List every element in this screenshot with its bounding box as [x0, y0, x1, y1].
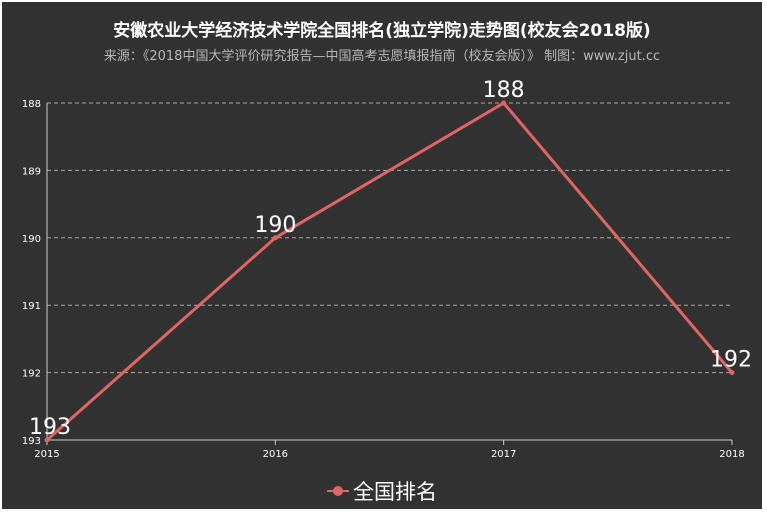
data-point — [729, 370, 735, 376]
data-label: 188 — [483, 78, 525, 103]
data-point — [501, 100, 507, 106]
x-tick-label: 2016 — [263, 449, 288, 460]
data-point — [44, 437, 50, 443]
y-tick-label: 191 — [22, 301, 41, 312]
data-label: 192 — [710, 348, 752, 373]
legend-label: 全国排名 — [353, 480, 437, 504]
line-chart: 188 189 190 191 192 193 2015 2016 2017 2018 193 190… — [22, 78, 752, 460]
x-tick-label: 2017 — [491, 449, 516, 460]
x-tick-label: 2015 — [34, 449, 59, 460]
y-tick-label: 190 — [22, 234, 41, 245]
chart-subtitle: 来源：《2018中国大学评价研究报告—中国高考志愿填报指南（校友会版）》 制图：… — [103, 49, 661, 64]
chart-title: 安徽农业大学经济技术学院全国排名(独立学院)走势图(校友会2018版) — [113, 21, 651, 41]
y-tick-label: 189 — [22, 166, 41, 177]
y-tick-label: 188 — [22, 99, 41, 110]
data-point — [272, 235, 278, 241]
legend[interactable]: 全国排名 — [2, 476, 762, 506]
legend-marker-icon — [327, 484, 349, 498]
data-label: 190 — [254, 213, 296, 238]
y-tick-label: 192 — [22, 369, 41, 380]
x-tick-label: 2018 — [719, 449, 744, 460]
y-tick-label: 193 — [22, 436, 41, 447]
data-label: 193 — [29, 415, 71, 440]
series-line — [46, 101, 734, 442]
